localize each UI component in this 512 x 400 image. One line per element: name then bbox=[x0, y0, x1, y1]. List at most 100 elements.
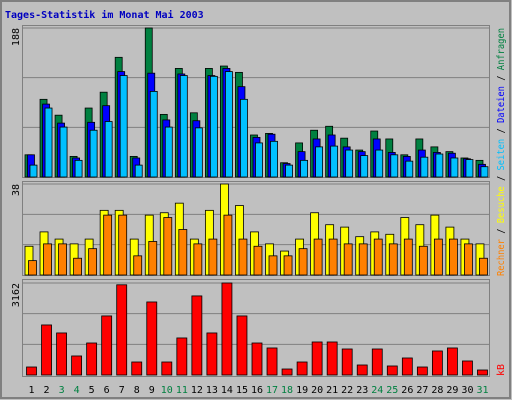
bar bbox=[119, 75, 128, 178]
bar bbox=[418, 245, 428, 276]
x-tick-label: 27 bbox=[416, 385, 428, 396]
bar bbox=[208, 238, 218, 276]
bar bbox=[281, 368, 293, 376]
bar bbox=[44, 107, 53, 178]
bar bbox=[386, 365, 398, 376]
bar bbox=[146, 301, 158, 376]
x-tick-label: 26 bbox=[401, 385, 413, 396]
bar bbox=[191, 295, 203, 376]
bar bbox=[296, 361, 308, 376]
x-tick-label: 10 bbox=[161, 385, 173, 396]
bar bbox=[326, 341, 338, 376]
bar bbox=[236, 315, 248, 376]
bar bbox=[465, 159, 474, 178]
bar bbox=[116, 284, 128, 376]
bar bbox=[223, 214, 233, 276]
bar bbox=[193, 243, 203, 276]
bar bbox=[255, 142, 263, 178]
panel-frame bbox=[22, 181, 490, 276]
bar bbox=[464, 243, 473, 276]
y-tick-label: 38 bbox=[11, 184, 22, 196]
bar bbox=[56, 332, 67, 376]
x-tick-label: 9 bbox=[149, 385, 155, 396]
bar bbox=[29, 164, 38, 178]
x-tick-label: 14 bbox=[221, 385, 233, 396]
x-tick-label: 24 bbox=[371, 385, 383, 396]
legend-separator: / bbox=[496, 229, 507, 234]
bar bbox=[163, 217, 173, 276]
bar bbox=[118, 214, 128, 276]
bar bbox=[356, 364, 368, 376]
panel-frame bbox=[22, 25, 490, 178]
legend-entry: Rechner bbox=[496, 239, 507, 276]
bar bbox=[403, 238, 413, 276]
x-tick-label: 19 bbox=[296, 385, 308, 396]
bar bbox=[176, 337, 188, 376]
bar bbox=[435, 153, 444, 178]
bar bbox=[373, 238, 383, 276]
bar bbox=[131, 361, 143, 376]
bar bbox=[313, 238, 323, 276]
bar bbox=[148, 241, 158, 276]
x-tick-label: 2 bbox=[44, 385, 50, 396]
x-tick-label: 21 bbox=[326, 385, 338, 396]
legend: Rechner / Besuche / Seiten / Dateien / A… bbox=[496, 28, 507, 276]
bar bbox=[251, 342, 263, 376]
x-tick-label: 11 bbox=[176, 385, 188, 396]
x-tick-label: 13 bbox=[206, 385, 218, 396]
x-tick-label: 18 bbox=[281, 385, 293, 396]
bar bbox=[89, 129, 98, 178]
bar bbox=[88, 248, 98, 276]
bar bbox=[449, 238, 458, 276]
bar bbox=[225, 71, 233, 178]
bar bbox=[133, 255, 143, 276]
x-tick-label: 25 bbox=[386, 385, 398, 396]
bar bbox=[28, 260, 37, 276]
bar bbox=[358, 243, 368, 276]
bar bbox=[416, 366, 428, 376]
x-tick-label: 3 bbox=[59, 385, 65, 396]
x-tick-label: 5 bbox=[89, 385, 95, 396]
x-tick-label: 31 bbox=[476, 385, 488, 396]
bar bbox=[375, 149, 384, 178]
x-tick-label: 4 bbox=[74, 385, 80, 396]
legend-separator: / bbox=[496, 176, 507, 181]
bar bbox=[238, 238, 248, 276]
bar bbox=[41, 324, 52, 376]
bar bbox=[479, 257, 488, 276]
bar bbox=[73, 257, 82, 276]
bar bbox=[43, 243, 52, 276]
bar bbox=[360, 155, 369, 178]
x-tick-label: 15 bbox=[236, 385, 248, 396]
bar bbox=[253, 245, 263, 276]
bar bbox=[345, 149, 354, 178]
bar bbox=[179, 75, 188, 178]
x-tick-label: 12 bbox=[191, 385, 203, 396]
x-tick-label: 16 bbox=[251, 385, 263, 396]
bar bbox=[401, 357, 413, 376]
bar bbox=[86, 342, 98, 376]
bar bbox=[300, 159, 308, 178]
bar bbox=[104, 121, 113, 178]
y-tick-label: 188 bbox=[11, 28, 22, 46]
bar bbox=[330, 145, 339, 178]
x-tick-label: 30 bbox=[461, 385, 473, 396]
legend-entry: Anfragen bbox=[496, 28, 507, 70]
legend-separator: / bbox=[496, 75, 507, 80]
x-tick-label: 17 bbox=[266, 385, 278, 396]
bar bbox=[405, 160, 414, 178]
x-tick-label: 6 bbox=[104, 385, 110, 396]
legend-entry: Dateien bbox=[496, 86, 507, 123]
legend-entry: Besuche bbox=[496, 186, 507, 223]
bar bbox=[371, 348, 383, 376]
bar bbox=[74, 159, 83, 178]
bar bbox=[266, 347, 278, 376]
bar bbox=[328, 238, 338, 276]
legend-separator: / bbox=[496, 128, 507, 133]
bar bbox=[462, 360, 473, 376]
chart-title: Tages-Statistik im Monat Mai 2003 bbox=[5, 9, 204, 21]
